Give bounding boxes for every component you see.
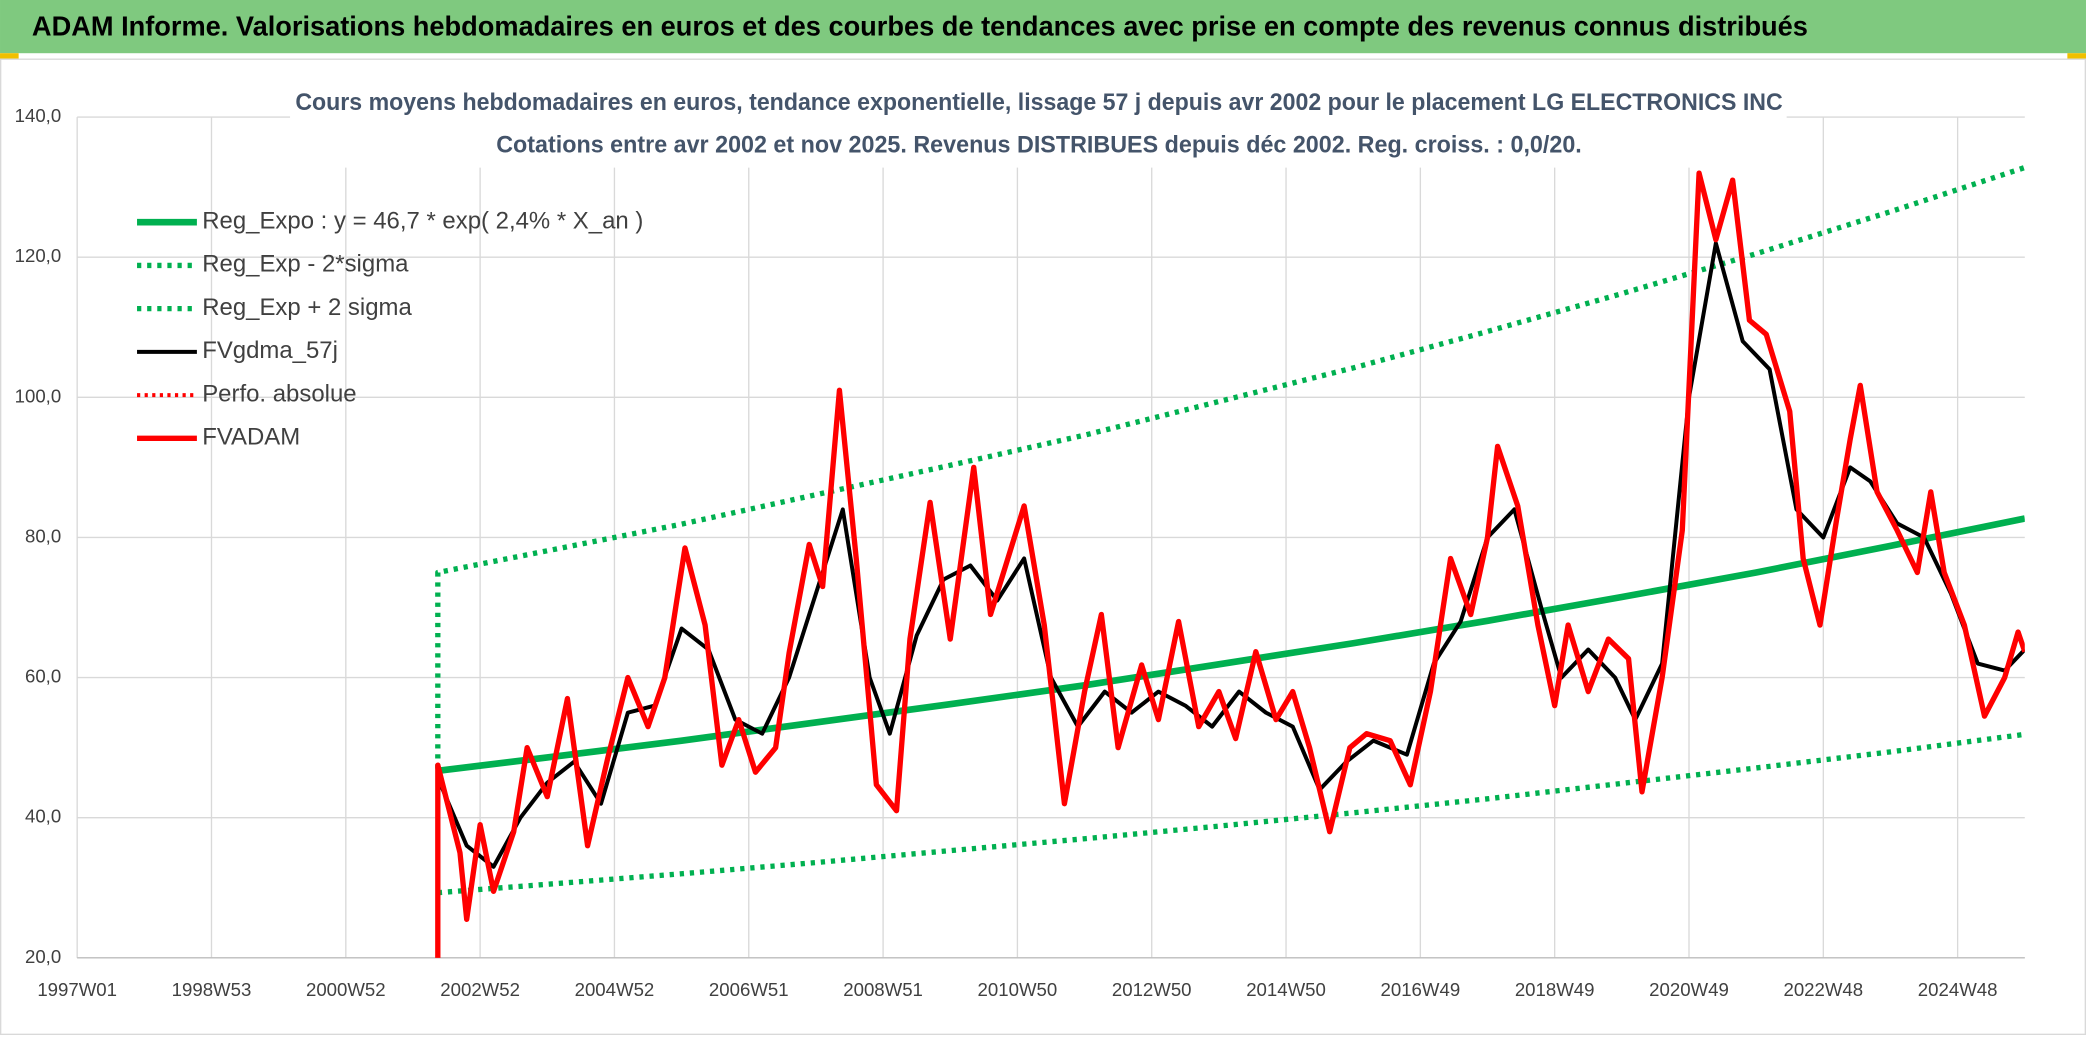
chart-title: Cours moyens hebdomadaires en euros, ten… xyxy=(295,89,1782,116)
y-tick-label: 40,0 xyxy=(25,806,61,827)
x-tick-label: 2022W48 xyxy=(1783,979,1863,1000)
series-line xyxy=(435,170,2025,958)
x-tick-label: 2012W50 xyxy=(1112,979,1192,1000)
y-tick-label: 120,0 xyxy=(15,245,62,266)
series-line xyxy=(437,515,2025,775)
header-title: ADAM Informe. Valorisations hebdomadaire… xyxy=(32,10,1808,41)
x-tick-label: 2016W49 xyxy=(1381,979,1461,1000)
x-tick-label: 2006W51 xyxy=(709,979,789,1000)
legend-label: Reg_Exp - 2*sigma xyxy=(202,251,409,278)
title-box xyxy=(290,85,1787,168)
x-tick-label: 2020W49 xyxy=(1649,979,1729,1000)
series-line xyxy=(435,164,2025,769)
plot-area: 20,0 40,0 60,0 80,0 100,0 120,0 140,0 1997W01 19… xyxy=(15,105,2025,1000)
legend-label: Perfo. absolue xyxy=(202,380,356,407)
legend-label: Reg_Exp + 2 sigma xyxy=(202,294,412,321)
legend: Reg_Expo : y = 46,7 * exp( 2,4% * X_an )… xyxy=(137,207,643,451)
header-bar xyxy=(0,0,2086,54)
y-tick-label: 20,0 xyxy=(25,946,61,967)
x-tick-label: 1997W01 xyxy=(37,979,117,1000)
y-tick-label: 140,0 xyxy=(15,105,62,126)
legend-label: FVADAM xyxy=(202,424,300,451)
chart-subtitle: Cotations entre avr 2002 et nov 2025. Re… xyxy=(496,132,1582,159)
corner xyxy=(0,53,19,59)
x-tick-label: 2014W50 xyxy=(1246,979,1326,1000)
x-tick-label: 2002W52 xyxy=(440,979,520,1000)
x-tick-label: 2024W48 xyxy=(1918,979,1998,1000)
chart-frame xyxy=(0,58,2086,1036)
x-tick-label: 1998W53 xyxy=(172,979,252,1000)
x-tick-label: 2000W52 xyxy=(306,979,386,1000)
series-line xyxy=(437,731,2025,896)
legend-label: FVgdma_57j xyxy=(202,337,338,364)
x-tick-label: 2008W51 xyxy=(843,979,923,1000)
y-tick-label: 80,0 xyxy=(25,525,61,546)
y-tick-label: 60,0 xyxy=(25,666,61,687)
legend-label: Reg_Expo : y = 46,7 * exp( 2,4% * X_an ) xyxy=(202,207,643,234)
y-tick-label: 100,0 xyxy=(15,385,62,406)
corner xyxy=(2067,53,2086,59)
x-tick-label: 2004W52 xyxy=(575,979,655,1000)
x-tick-label: 2018W49 xyxy=(1515,979,1595,1000)
x-tick-label: 2010W50 xyxy=(978,979,1058,1000)
